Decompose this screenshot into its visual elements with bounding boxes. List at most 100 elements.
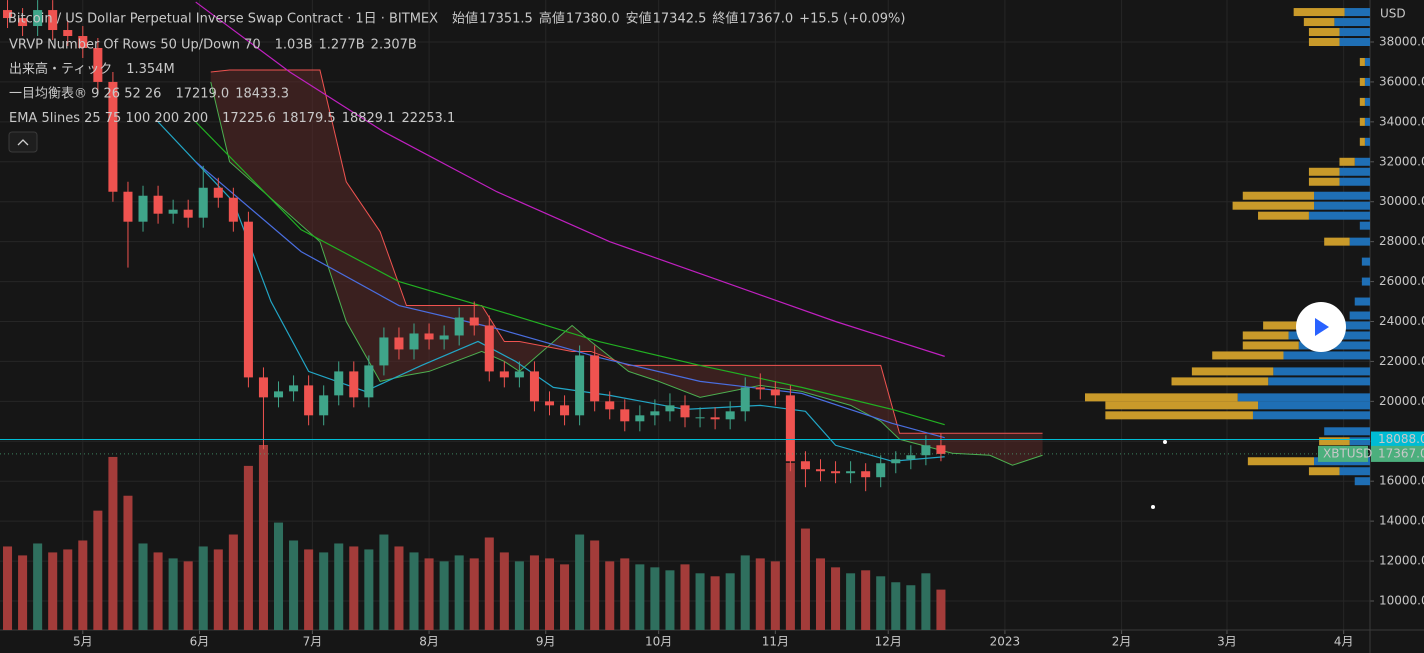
- profile-down: [1242, 341, 1299, 350]
- profile-down: [1359, 77, 1365, 86]
- volume-bar: [725, 573, 735, 630]
- profile-up: [1339, 167, 1370, 176]
- candle-body: [424, 333, 434, 340]
- indicator-name: 出来高・ティック: [9, 61, 112, 77]
- profile-up: [1361, 277, 1370, 286]
- candle-body: [484, 325, 494, 372]
- volume-bar: [499, 552, 509, 630]
- candle-body: [921, 445, 931, 456]
- profile-up: [1308, 211, 1370, 220]
- candle-body: [394, 337, 404, 350]
- volume-bar: [575, 534, 585, 630]
- x-tick-label: 9月: [536, 635, 556, 649]
- volume-bar: [454, 555, 464, 630]
- volume-bar: [620, 558, 630, 630]
- profile-down: [1212, 351, 1284, 360]
- volume-bar: [710, 576, 720, 630]
- candle-body: [906, 455, 916, 460]
- span-a: [210, 81, 1043, 466]
- candle-body: [725, 411, 735, 420]
- volume-bar: [906, 585, 916, 630]
- volume-bar: [800, 528, 810, 630]
- candle-body: [770, 389, 780, 396]
- collapse-button[interactable]: [8, 131, 38, 153]
- ohlc-value: 17380.0: [566, 12, 620, 27]
- candle-body: [710, 417, 720, 420]
- ohlc-name: 安値: [626, 11, 652, 27]
- candle-body: [304, 385, 314, 416]
- candle-body: [63, 30, 73, 37]
- profile-up: [1364, 137, 1370, 146]
- dot: [1163, 440, 1167, 444]
- profile-up: [1334, 18, 1370, 27]
- profile-down: [1105, 411, 1253, 420]
- volume-bar: [484, 537, 494, 630]
- candle-body: [514, 371, 524, 378]
- candle-body: [228, 197, 238, 222]
- lines-layer: [157, 1, 945, 462]
- profile-down: [1308, 177, 1340, 186]
- volume-bar: [394, 546, 404, 630]
- y-tick-label: 22000.0: [1379, 354, 1424, 368]
- volume-bar: [650, 567, 660, 630]
- candle-body: [620, 409, 630, 422]
- volume-bar: [243, 465, 253, 630]
- profile-down: [1242, 191, 1315, 200]
- volume-bar: [3, 546, 13, 630]
- profile-down: [1308, 28, 1340, 37]
- indicator-value: 17219.0: [175, 87, 229, 102]
- y-unit: USD: [1380, 7, 1406, 21]
- candle-body: [33, 10, 43, 27]
- x-tick-label: 7月: [303, 635, 323, 649]
- symbol-tag: [1318, 445, 1368, 462]
- y-tick-label: 26000.0: [1379, 274, 1424, 288]
- candle-body: [846, 471, 856, 474]
- candle-body: [695, 417, 705, 419]
- candle-body: [755, 387, 765, 390]
- profile-up: [1364, 117, 1370, 126]
- profile-up: [1344, 8, 1370, 17]
- candle-body: [379, 337, 389, 366]
- volume-bar: [138, 543, 148, 630]
- profile-up: [1273, 367, 1370, 376]
- ohlc-value: 17367.0: [739, 12, 793, 27]
- candle-body: [529, 371, 539, 402]
- volume-bar: [228, 534, 238, 630]
- profile-up: [1354, 297, 1370, 306]
- indicator-value: 1.277B: [319, 38, 365, 53]
- volume-bar: [304, 549, 314, 630]
- profile-up: [1349, 311, 1370, 320]
- profile-down: [1263, 321, 1304, 330]
- chart-title: Bitcoin / US Dollar Perpetual Inverse Sw…: [8, 12, 438, 27]
- ohlc-name: 高値: [539, 11, 565, 27]
- profile-down: [1319, 437, 1350, 446]
- candle-body: [800, 461, 810, 470]
- volume-bar: [635, 564, 645, 630]
- y-tick-label: 36000.0: [1379, 74, 1424, 88]
- x-tick-label: 6月: [190, 635, 210, 649]
- profile-down: [1308, 467, 1340, 476]
- ohlc-name: 終値: [712, 11, 738, 27]
- x-tick-label: 2023: [990, 635, 1021, 649]
- candle-body: [138, 195, 148, 222]
- volume-bar: [590, 540, 600, 630]
- candle-body: [936, 445, 946, 454]
- volume-bar: [213, 549, 223, 630]
- volume-bar: [936, 589, 946, 630]
- candle-body: [590, 355, 600, 402]
- candle-body: [123, 191, 133, 222]
- profile-up: [1283, 351, 1370, 360]
- indicator-name: 一目均衡表® 9 26 52 26: [9, 87, 161, 102]
- volume-bar: [93, 510, 103, 630]
- profile-down: [1308, 167, 1340, 176]
- candle-body: [3, 10, 13, 19]
- profile-up: [1364, 77, 1370, 86]
- candle-body: [891, 459, 901, 464]
- y-tick-label: 30000.0: [1379, 194, 1424, 208]
- volume-bar: [289, 540, 299, 630]
- x-tick-label: 8月: [419, 635, 439, 649]
- ohlc-change: +15.5 (+0.09%): [799, 12, 905, 27]
- candle-body: [364, 365, 374, 398]
- volume-bar: [33, 543, 43, 630]
- volume-bar: [695, 573, 705, 630]
